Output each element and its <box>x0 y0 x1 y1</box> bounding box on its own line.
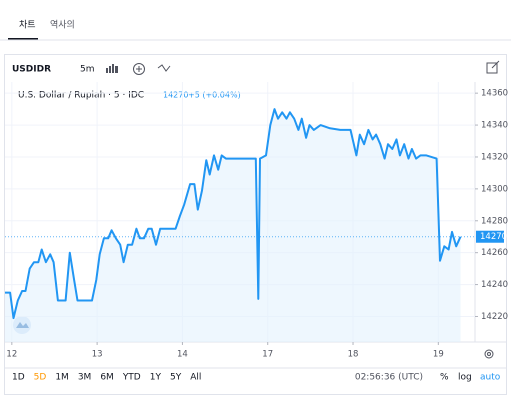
range-button[interactable]: All <box>190 373 201 383</box>
range-button[interactable]: 5D <box>34 373 47 383</box>
fullscreen-icon[interactable] <box>486 60 500 74</box>
x-tick-label: 19 <box>433 350 444 360</box>
y-tick-label: 14220 <box>481 312 508 322</box>
tab-underline <box>8 38 38 40</box>
y-tick-label: 14240 <box>481 280 508 290</box>
tab-chart[interactable]: 차트 <box>19 19 36 31</box>
x-tick-label: 12 <box>6 350 17 360</box>
tab-history[interactable]: 역사의 <box>50 20 75 31</box>
range-button[interactable]: 1M <box>55 373 69 383</box>
y-tick-label: 14280 <box>481 216 508 226</box>
y-tick-label: 14360 <box>481 89 508 99</box>
compare-icon[interactable] <box>157 64 171 72</box>
range-button[interactable]: 3M <box>78 373 92 383</box>
price-line <box>5 108 462 320</box>
range-button[interactable]: YTD <box>122 373 141 383</box>
range-button[interactable]: 6M <box>100 373 114 383</box>
y-tick-label: 14260 <box>481 248 508 258</box>
last-price-label: 14270 <box>480 232 507 242</box>
symbol[interactable]: USDIDR <box>12 65 51 75</box>
time: 02:56:36 (UTC) <box>355 373 423 383</box>
range-button[interactable]: 1D <box>12 373 25 383</box>
x-tick-label: 14 <box>177 350 188 360</box>
x-tick-label: 13 <box>92 350 103 360</box>
range-button[interactable]: 1Y <box>150 373 162 383</box>
range-button[interactable]: 5Y <box>170 373 182 383</box>
y-tick-label: 14320 <box>481 152 508 162</box>
settings-icon[interactable] <box>484 349 494 359</box>
plot <box>5 82 475 342</box>
add-icon[interactable] <box>133 63 145 75</box>
legend-change: +5 (+0.04%) <box>188 91 241 100</box>
auto-toggle[interactable]: auto <box>480 373 501 383</box>
x-tick-label: 18 <box>348 350 359 360</box>
x-tick-label: 17 <box>262 350 273 360</box>
log-toggle[interactable]: log <box>458 373 472 383</box>
interval[interactable]: 5m <box>80 65 95 75</box>
widget-frame <box>4 54 507 395</box>
legend-price: 14270 <box>163 91 188 100</box>
bars-icon[interactable] <box>106 64 118 73</box>
percent-toggle[interactable]: % <box>440 373 449 383</box>
y-tick-label: 14300 <box>481 184 508 194</box>
legend-title: U.S. Dollar / Rupiah · 5 · IDC <box>18 91 144 101</box>
last-price-box <box>476 230 504 243</box>
area-fill <box>5 109 461 342</box>
y-tick-label: 14340 <box>481 121 508 131</box>
